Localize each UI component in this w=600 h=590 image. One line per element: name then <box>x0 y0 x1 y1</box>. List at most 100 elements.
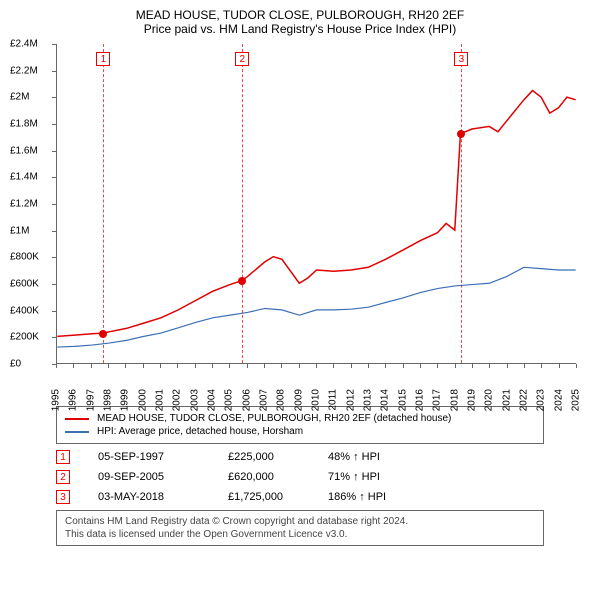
x-axis-label: 2005 <box>224 389 235 411</box>
x-tick <box>125 364 126 368</box>
x-tick <box>541 364 542 368</box>
y-tick <box>52 337 56 338</box>
y-axis-label: £2.4M <box>10 39 38 50</box>
y-tick <box>52 151 56 152</box>
x-axis-label: 2009 <box>293 389 304 411</box>
chart-subtitle: Price paid vs. HM Land Registry's House … <box>10 22 590 36</box>
x-axis-label: 2025 <box>571 389 582 411</box>
x-axis-label: 2002 <box>172 389 183 411</box>
chart-title: MEAD HOUSE, TUDOR CLOSE, PULBOROUGH, RH2… <box>10 8 590 22</box>
x-axis-label: 2021 <box>501 389 512 411</box>
x-axis-label: 2006 <box>241 389 252 411</box>
x-axis-label: 2016 <box>415 389 426 411</box>
x-axis-label: 2007 <box>259 389 270 411</box>
transaction-vline <box>461 44 462 363</box>
legend-item: MEAD HOUSE, TUDOR CLOSE, PULBOROUGH, RH2… <box>65 413 535 424</box>
x-tick <box>351 364 352 368</box>
x-axis-label: 2000 <box>137 389 148 411</box>
x-axis-label: 2018 <box>449 389 460 411</box>
x-axis-label: 2014 <box>380 389 391 411</box>
x-tick <box>56 364 57 368</box>
transaction-date: 03-MAY-2018 <box>98 491 228 503</box>
x-tick <box>177 364 178 368</box>
x-tick <box>299 364 300 368</box>
x-tick <box>195 364 196 368</box>
x-tick <box>143 364 144 368</box>
x-tick <box>264 364 265 368</box>
x-tick <box>91 364 92 368</box>
transaction-row: 209-SEP-2005£620,00071% ↑ HPI <box>56 470 544 484</box>
y-tick <box>52 284 56 285</box>
y-tick <box>52 177 56 178</box>
x-tick <box>333 364 334 368</box>
series-line <box>57 91 575 337</box>
x-axis-label: 1996 <box>68 389 79 411</box>
footer-note: Contains HM Land Registry data © Crown c… <box>56 510 544 546</box>
y-axis-label: £800K <box>10 252 39 263</box>
x-axis-label: 2015 <box>397 389 408 411</box>
x-axis-label: 2023 <box>536 389 547 411</box>
x-tick <box>385 364 386 368</box>
x-axis-label: 2008 <box>276 389 287 411</box>
transaction-price: £1,725,000 <box>228 491 328 503</box>
transaction-vlabel: 1 <box>96 52 110 66</box>
transactions-table: 105-SEP-1997£225,00048% ↑ HPI209-SEP-200… <box>56 450 544 504</box>
transaction-date: 09-SEP-2005 <box>98 471 228 483</box>
y-axis-label: £400K <box>10 305 39 316</box>
y-axis-label: £600K <box>10 279 39 290</box>
x-axis-label: 2003 <box>189 389 200 411</box>
x-tick <box>160 364 161 368</box>
series-line <box>57 267 575 347</box>
y-axis-label: £1M <box>10 225 29 236</box>
transaction-date: 05-SEP-1997 <box>98 451 228 463</box>
transaction-vline <box>242 44 243 363</box>
y-axis-label: £200K <box>10 332 39 343</box>
y-axis-label: £1.8M <box>10 119 38 130</box>
x-tick <box>455 364 456 368</box>
x-tick <box>524 364 525 368</box>
transaction-price: £620,000 <box>228 471 328 483</box>
x-axis-label: 2022 <box>519 389 530 411</box>
x-tick <box>420 364 421 368</box>
y-axis-label: £1.4M <box>10 172 38 183</box>
plot-area: 1 2 3 <box>56 44 576 364</box>
x-tick <box>229 364 230 368</box>
x-axis-label: 2019 <box>467 389 478 411</box>
x-tick <box>108 364 109 368</box>
x-tick <box>247 364 248 368</box>
y-tick <box>52 97 56 98</box>
x-axis-label: 1997 <box>85 389 96 411</box>
y-tick <box>52 311 56 312</box>
x-tick <box>437 364 438 368</box>
y-axis-label: £1.6M <box>10 145 38 156</box>
x-tick <box>316 364 317 368</box>
legend-item: HPI: Average price, detached house, Hors… <box>65 426 535 437</box>
x-axis-label: 2010 <box>311 389 322 411</box>
x-tick <box>559 364 560 368</box>
transaction-vlabel: 3 <box>454 52 468 66</box>
x-tick <box>576 364 577 368</box>
legend: MEAD HOUSE, TUDOR CLOSE, PULBOROUGH, RH2… <box>56 406 544 444</box>
x-axis-label: 2004 <box>207 389 218 411</box>
line-svg <box>57 44 576 363</box>
transaction-badge: 3 <box>56 490 70 504</box>
x-axis-label: 1995 <box>51 389 62 411</box>
y-axis-label: £0 <box>10 359 21 370</box>
transaction-row: 303-MAY-2018£1,725,000186% ↑ HPI <box>56 490 544 504</box>
legend-label: HPI: Average price, detached house, Hors… <box>97 426 303 437</box>
x-axis-label: 2024 <box>553 389 564 411</box>
y-tick <box>52 231 56 232</box>
x-axis-label: 2017 <box>432 389 443 411</box>
legend-swatch <box>65 431 89 433</box>
x-axis-label: 2020 <box>484 389 495 411</box>
transaction-vlabel: 2 <box>235 52 249 66</box>
chart-container: MEAD HOUSE, TUDOR CLOSE, PULBOROUGH, RH2… <box>0 0 600 554</box>
x-axis-label: 1998 <box>103 389 114 411</box>
y-tick <box>52 71 56 72</box>
transaction-badge: 2 <box>56 470 70 484</box>
x-tick <box>368 364 369 368</box>
transaction-badge: 1 <box>56 450 70 464</box>
transaction-row: 105-SEP-1997£225,00048% ↑ HPI <box>56 450 544 464</box>
transaction-pct: 48% ↑ HPI <box>328 451 380 463</box>
transaction-vline <box>103 44 104 363</box>
